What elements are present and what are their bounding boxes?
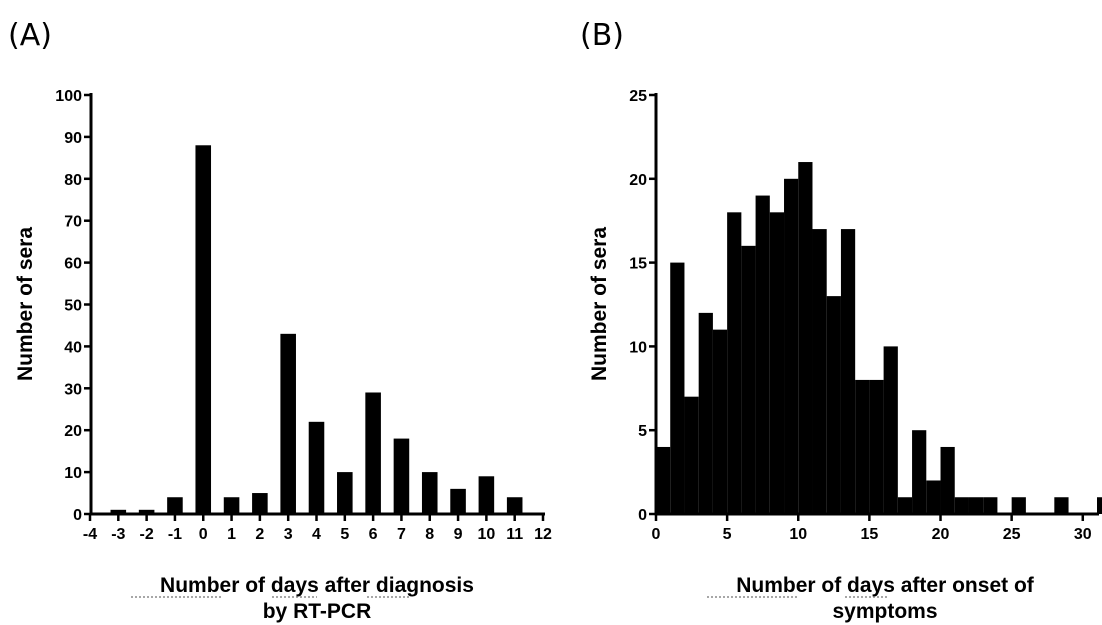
bar — [506, 497, 523, 514]
x-tick-label: 11 — [506, 526, 523, 543]
bar — [1011, 497, 1026, 514]
bar — [252, 493, 268, 514]
x-tick-label: 9 — [454, 526, 463, 543]
bar — [656, 446, 671, 514]
panel-a-y-axis-title: Number of sera — [14, 227, 37, 381]
bar — [968, 497, 984, 514]
bar — [741, 245, 756, 514]
x-tick-label: -3 — [111, 526, 125, 543]
x-tick-label: 0 — [199, 526, 208, 543]
bar — [670, 262, 685, 514]
bar — [727, 212, 742, 514]
panel-b-y-axis-title: Number of sera — [588, 227, 611, 381]
x-tick-label: 2 — [255, 526, 264, 543]
bar — [826, 296, 841, 514]
y-tick-label: 15 — [629, 256, 647, 273]
y-tick-label: 20 — [629, 172, 647, 189]
bar — [912, 430, 927, 514]
x-tick-label: 10 — [789, 526, 807, 543]
bar — [450, 488, 466, 514]
y-tick-label: 40 — [64, 339, 82, 356]
bar — [840, 229, 856, 514]
bar — [478, 476, 495, 514]
bar — [712, 329, 728, 514]
panel-a-label: (A) — [8, 18, 52, 53]
panel-b-x-axis-title-line2: symptoms — [832, 600, 937, 623]
y-tick-label: 70 — [64, 214, 82, 231]
bar — [138, 509, 155, 514]
x-tick-label: 12 — [534, 526, 552, 543]
panel-b-x-axis-title-line1: Number of days after onset of — [736, 574, 1035, 597]
x-tick-label: 6 — [369, 526, 378, 543]
bar — [195, 145, 212, 514]
y-tick-label: 30 — [64, 381, 82, 398]
x-tick-label: -1 — [168, 526, 182, 543]
y-tick-label: 80 — [64, 172, 82, 189]
y-tick-label: 25 — [629, 88, 647, 105]
bar — [1097, 497, 1102, 514]
x-tick-label: 3 — [284, 526, 293, 543]
panel-a-bars — [110, 145, 523, 514]
panel-b-bars — [656, 162, 1102, 515]
bar — [365, 392, 381, 514]
panel-b-label: (B) — [580, 18, 624, 53]
x-tick-label: 5 — [723, 526, 732, 543]
x-tick-label: 4 — [312, 526, 321, 543]
bar — [954, 497, 969, 514]
bar — [280, 333, 296, 514]
x-tick-label: 8 — [425, 526, 434, 543]
bar — [110, 509, 127, 514]
bar — [940, 446, 955, 514]
bar — [798, 162, 813, 515]
y-tick-label: 50 — [64, 298, 82, 315]
y-tick-label: 90 — [64, 130, 82, 147]
y-tick-label: 60 — [64, 256, 82, 273]
bar — [421, 472, 438, 514]
bar — [223, 497, 240, 514]
bar — [855, 379, 870, 514]
bar — [983, 497, 998, 514]
x-tick-label: 5 — [340, 526, 349, 543]
bar — [393, 438, 410, 514]
bar — [926, 480, 941, 514]
x-tick-label: 7 — [397, 526, 406, 543]
bar — [869, 379, 884, 514]
x-tick-label: 10 — [477, 526, 495, 543]
y-tick-label: 10 — [629, 339, 647, 356]
x-tick-label: -2 — [140, 526, 154, 543]
x-tick-label: 15 — [860, 526, 878, 543]
y-tick-label: 5 — [638, 423, 647, 440]
x-tick-label: -4 — [83, 526, 97, 543]
y-tick-label: 10 — [64, 465, 82, 482]
bar — [755, 195, 770, 514]
x-tick-label: 1 — [227, 526, 236, 543]
panel-a-x-axis-title-line2: by RT-PCR — [263, 600, 372, 623]
y-tick-label: 0 — [73, 507, 82, 524]
x-tick-label: 0 — [652, 526, 661, 543]
panel-a-y-axis-title-group: Number of sera — [14, 227, 37, 381]
panel-b-bar-chart: (B) 0 5 10 15 20 25 0 5 10 15 20 25 30 Number of ser… — [580, 18, 1102, 623]
bar — [883, 346, 898, 514]
panel-a-x-axis-title-line1: Number of days after diagnosis — [160, 574, 474, 597]
bar — [812, 229, 827, 514]
x-tick-label: 30 — [1074, 526, 1092, 543]
panel-b-axes: 0 5 10 15 20 25 0 5 10 15 20 25 30 — [629, 88, 1099, 543]
bar — [1054, 497, 1069, 514]
x-tick-label: 20 — [932, 526, 950, 543]
bar — [167, 497, 183, 514]
bar — [784, 178, 799, 515]
bar — [698, 312, 713, 514]
x-tick-label: 25 — [1003, 526, 1021, 543]
y-tick-label: 0 — [638, 507, 647, 524]
bar — [769, 212, 785, 514]
bar — [684, 396, 699, 514]
bar — [897, 497, 913, 514]
bar — [337, 472, 353, 514]
y-tick-label: 100 — [55, 88, 82, 105]
y-tick-label: 20 — [64, 423, 82, 440]
bar — [308, 421, 325, 514]
